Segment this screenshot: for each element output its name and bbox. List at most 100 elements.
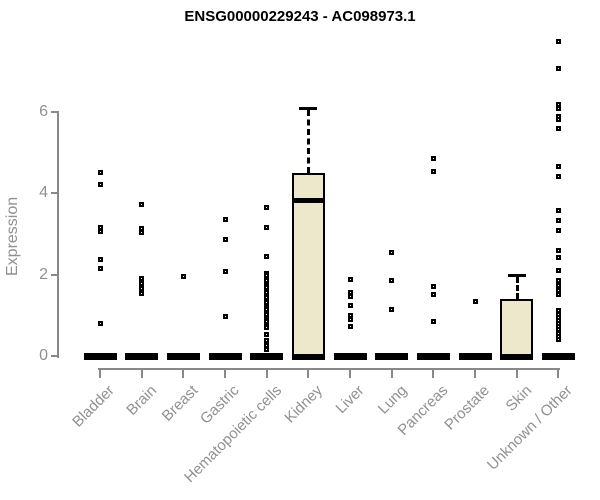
data-point (556, 164, 561, 169)
data-point (556, 248, 561, 253)
data-point (139, 226, 144, 231)
data-point (556, 106, 561, 111)
data-point (139, 291, 144, 296)
x-tick (99, 368, 101, 378)
zero-bar (125, 353, 158, 360)
x-tick (224, 368, 226, 378)
data-point (264, 290, 269, 295)
x-category-label: Brain (123, 382, 161, 419)
data-point (556, 318, 561, 323)
y-tick (51, 192, 57, 194)
data-point (264, 225, 269, 230)
data-point (431, 156, 436, 161)
y-tick (51, 274, 57, 276)
median-line (292, 198, 325, 203)
data-point (264, 307, 269, 312)
data-point (98, 225, 103, 230)
box (500, 299, 533, 356)
x-category-label: Liver (333, 382, 369, 418)
x-tick (391, 368, 393, 378)
data-point (264, 295, 269, 300)
data-point (264, 254, 269, 259)
whisker (516, 277, 519, 299)
data-point (98, 266, 103, 271)
data-point (556, 327, 561, 332)
whisker-cap (299, 107, 317, 110)
data-point (556, 321, 561, 326)
chart-title: ENSG00000229243 - AC098973.1 (184, 8, 416, 25)
zero-bar (542, 353, 575, 360)
data-point (556, 218, 561, 223)
zero-bar (417, 353, 450, 360)
y-tick (51, 111, 57, 113)
data-point (556, 324, 561, 329)
x-axis-line (98, 368, 560, 370)
y-tick-label: 0 (39, 347, 48, 364)
y-tick (51, 355, 57, 357)
data-point (139, 202, 144, 207)
data-point (139, 230, 144, 235)
data-point (98, 229, 103, 234)
data-point (556, 278, 561, 283)
x-tick (266, 368, 268, 378)
data-point (556, 66, 561, 71)
data-point (556, 39, 561, 44)
data-point (264, 338, 269, 343)
data-point (389, 250, 394, 255)
y-axis-line (57, 111, 59, 358)
data-point (556, 126, 561, 131)
data-point (473, 299, 478, 304)
x-tick (182, 368, 184, 378)
data-point (264, 300, 269, 305)
zero-bar (334, 353, 367, 360)
data-point (264, 325, 269, 330)
x-tick (432, 368, 434, 378)
data-point (139, 276, 144, 281)
zero-bar (375, 353, 408, 360)
data-point (556, 228, 561, 233)
data-point (556, 312, 561, 317)
x-category-label: Prostate (441, 382, 494, 434)
data-point (98, 257, 103, 262)
data-point (264, 273, 269, 278)
data-point (264, 285, 269, 290)
data-point (223, 269, 228, 274)
data-point (264, 312, 269, 317)
x-category-label: Skin (502, 382, 536, 415)
y-tick-label: 2 (39, 266, 48, 283)
data-point (348, 324, 353, 329)
zero-bar (292, 353, 325, 360)
data-point (556, 308, 561, 313)
data-point (264, 205, 269, 210)
data-point (223, 237, 228, 242)
data-point (223, 314, 228, 319)
data-point (348, 317, 353, 322)
x-tick (349, 368, 351, 378)
zero-bar (250, 353, 283, 360)
data-point (556, 288, 561, 293)
data-point (556, 283, 561, 288)
data-point (389, 307, 394, 312)
data-point (348, 294, 353, 299)
zero-bar (459, 353, 492, 360)
x-tick (141, 368, 143, 378)
x-tick (307, 368, 309, 378)
data-point (556, 268, 561, 273)
data-point (431, 292, 436, 297)
x-tick (516, 368, 518, 378)
zero-bar (209, 353, 242, 360)
data-point (556, 334, 561, 339)
data-point (181, 274, 186, 279)
zero-bar (167, 353, 200, 360)
data-point (98, 170, 103, 175)
data-point (556, 255, 561, 260)
x-category-label: Lung (374, 382, 411, 418)
x-tick (557, 368, 559, 378)
box (292, 173, 325, 356)
data-point (556, 331, 561, 336)
data-point (556, 208, 561, 213)
data-point (556, 102, 561, 107)
data-point (556, 315, 561, 320)
